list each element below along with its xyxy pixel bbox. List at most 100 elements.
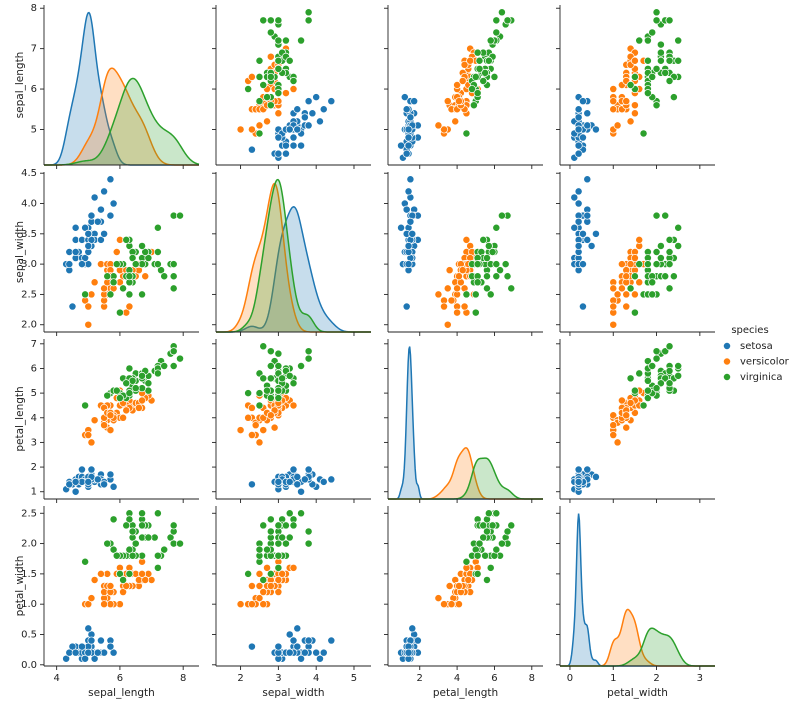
point — [492, 509, 501, 518]
point — [274, 394, 283, 402]
point — [106, 175, 115, 184]
point — [100, 480, 109, 489]
point — [278, 533, 287, 542]
point — [103, 391, 112, 400]
point — [656, 254, 665, 263]
point — [492, 272, 501, 281]
point — [90, 575, 99, 584]
point — [434, 290, 443, 299]
point — [652, 101, 661, 110]
point — [402, 105, 411, 114]
x-tick-label: 2 — [417, 673, 423, 684]
point — [408, 229, 417, 238]
panel — [384, 5, 543, 169]
panel — [212, 5, 371, 169]
point — [244, 569, 253, 578]
point — [462, 129, 471, 138]
point — [71, 487, 80, 496]
point — [626, 399, 635, 407]
point — [617, 396, 626, 405]
point — [138, 396, 147, 405]
point — [583, 175, 592, 184]
point — [106, 211, 115, 220]
point — [483, 272, 491, 281]
point — [613, 290, 622, 299]
point — [481, 551, 490, 560]
point — [503, 527, 512, 536]
y-tick-label: 8 — [31, 3, 37, 14]
point — [289, 141, 298, 150]
point — [78, 260, 86, 269]
point — [483, 575, 491, 584]
point — [293, 472, 302, 481]
point — [406, 175, 415, 184]
point — [138, 371, 147, 380]
point — [81, 557, 90, 566]
point — [609, 431, 618, 439]
point — [87, 438, 96, 447]
point — [583, 121, 592, 130]
point — [131, 260, 140, 269]
point — [281, 539, 290, 548]
point — [106, 470, 115, 479]
point — [327, 475, 336, 484]
point — [90, 278, 99, 287]
point — [106, 426, 115, 435]
point — [578, 302, 587, 311]
point — [466, 56, 475, 65]
point — [153, 223, 162, 232]
y-tick-label: 0.0 — [21, 660, 37, 671]
point — [138, 521, 147, 530]
point — [404, 125, 413, 134]
point — [669, 272, 678, 281]
point — [259, 342, 268, 351]
point — [626, 260, 635, 269]
point — [87, 465, 96, 474]
point — [496, 266, 504, 275]
point — [274, 642, 283, 651]
point — [648, 362, 657, 370]
point — [84, 302, 93, 311]
point — [639, 129, 648, 138]
point — [176, 211, 184, 220]
point — [274, 386, 283, 395]
point — [285, 509, 294, 518]
point — [312, 93, 321, 102]
point — [574, 477, 583, 486]
point — [122, 582, 131, 590]
point — [622, 302, 631, 311]
panel — [556, 172, 715, 336]
point — [274, 588, 283, 597]
point — [96, 569, 105, 578]
point — [112, 386, 121, 395]
point — [497, 211, 506, 220]
point — [119, 588, 128, 597]
legend-label: versicolor — [740, 357, 790, 368]
x-tick-label: 2 — [237, 673, 243, 684]
point — [90, 193, 99, 202]
point — [263, 117, 271, 126]
point — [578, 260, 587, 269]
point — [622, 272, 631, 281]
point — [455, 97, 463, 106]
point — [285, 630, 294, 639]
point — [236, 426, 245, 435]
point — [87, 636, 96, 645]
point — [304, 121, 313, 130]
point — [266, 582, 275, 590]
point — [266, 394, 275, 402]
point — [274, 349, 283, 358]
point — [652, 64, 661, 73]
point — [455, 582, 463, 590]
point — [643, 36, 652, 45]
point — [125, 290, 134, 299]
point — [285, 648, 294, 657]
point — [78, 642, 86, 651]
point — [300, 648, 309, 657]
point — [630, 386, 639, 395]
point — [492, 223, 501, 232]
point — [68, 642, 77, 651]
point — [316, 117, 324, 126]
kde-area — [216, 183, 371, 332]
point — [492, 16, 501, 25]
